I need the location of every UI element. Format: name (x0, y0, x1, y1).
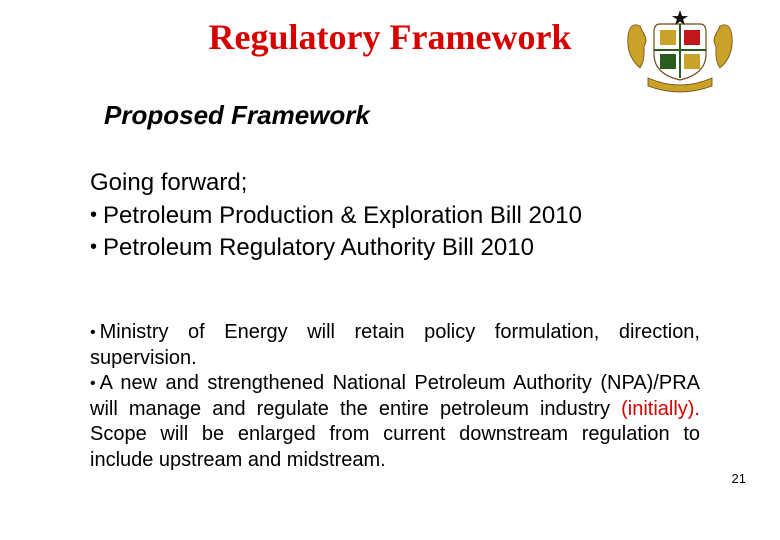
bullet-text: Petroleum Regulatory Authority Bill 2010 (103, 233, 534, 264)
bullet-dot-icon: • (90, 324, 96, 341)
para2-text-b: Scope will be enlarged from current down… (90, 423, 700, 471)
bullet-item: • Petroleum Production & Exploration Bil… (90, 201, 700, 232)
page-title: Regulatory Framework (0, 16, 780, 58)
lead-line: Going forward; (90, 168, 700, 199)
para2-text-a: A new and strengthened National Petroleu… (90, 372, 700, 420)
slide: Regulatory Framework Proposed Framework … (0, 0, 780, 540)
para1-text: Ministry of Energy will retain policy fo… (90, 321, 700, 369)
bullet-text: Petroleum Production & Exploration Bill … (103, 201, 582, 232)
bullet-dot-icon: • (90, 201, 97, 229)
bullet-item: • Petroleum Regulatory Authority Bill 20… (90, 233, 700, 264)
bullet-dot-icon: • (90, 375, 96, 392)
body-secondary: •Ministry of Energy will retain policy f… (90, 320, 700, 474)
paragraph-2: •A new and strengthened National Petrole… (90, 371, 700, 473)
bullet-dot-icon: • (90, 233, 97, 261)
title-text: Regulatory Framework (209, 17, 572, 57)
para2-accent: (initially). (621, 398, 700, 420)
body-main: Going forward; • Petroleum Production & … (90, 168, 700, 264)
paragraph-1: •Ministry of Energy will retain policy f… (90, 320, 700, 371)
page-number: 21 (732, 471, 746, 486)
subtitle: Proposed Framework (104, 100, 370, 131)
